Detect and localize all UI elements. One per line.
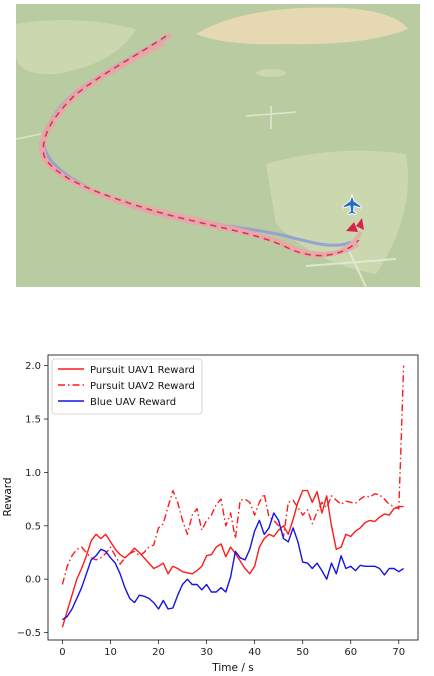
- legend-label-blue: Blue UAV Reward: [90, 397, 176, 408]
- legend: Pursuit UAV1 Reward Pursuit UAV2 Reward …: [51, 358, 203, 415]
- runway-marking: [16, 133, 42, 140]
- x-tick-label: 70: [392, 647, 405, 658]
- y-tick-label: 1.0: [25, 468, 41, 479]
- field-patch: [256, 69, 286, 77]
- pursuit-uav1-line: [61, 489, 404, 628]
- hill-area: [196, 7, 408, 45]
- x-tick-label: 40: [248, 647, 261, 658]
- x-tick-label: 10: [104, 647, 117, 658]
- legend-label-uav2: Pursuit UAV2 Reward: [90, 381, 195, 392]
- x-tick-label: 20: [152, 647, 165, 658]
- x-tick-label: 30: [200, 647, 213, 658]
- terrain-view: [16, 4, 420, 287]
- pursuit-uav-markers: [346, 218, 364, 232]
- x-tick-label: 0: [59, 647, 65, 658]
- y-tick-label: −0.5: [17, 628, 41, 639]
- legend-box: [51, 358, 203, 415]
- x-axis: 0 10 20 30 40 50 60 70: [59, 640, 405, 658]
- y-axis-label: Reward: [2, 477, 14, 516]
- x-tick-label: 50: [296, 647, 309, 658]
- y-tick-label: 2.0: [25, 361, 41, 372]
- y-axis: −0.5 0.0 0.5 1.0 1.5 2.0: [17, 361, 48, 639]
- runway-marking: [245, 106, 297, 129]
- pursuit-uav2-line: [61, 365, 405, 585]
- x-axis-label: Time / s: [211, 662, 253, 674]
- x-tick-label: 60: [344, 647, 357, 658]
- simulation-scene: [16, 4, 420, 287]
- plot-frame: [47, 354, 419, 641]
- y-tick-label: 0.5: [25, 521, 41, 532]
- y-tick-label: 0.0: [25, 575, 41, 586]
- y-tick-label: 1.5: [25, 415, 41, 426]
- legend-label-uav1: Pursuit UAV1 Reward: [90, 365, 195, 376]
- blue-uav-line: [62, 512, 404, 621]
- field-area: [266, 150, 408, 274]
- jet-plane-icon: [342, 193, 362, 216]
- series-lines: [61, 365, 405, 628]
- reward-chart: 0 10 20 30 40 50 60 70 −0.5 0.0 0.5 1.0 1.5 2.0 Time…: [2, 354, 419, 674]
- pursuit-marker-trail: [42, 35, 360, 257]
- field-area: [16, 20, 136, 75]
- pursuit-uav-icon: [346, 222, 358, 232]
- pursuit-uav-icon: [356, 218, 364, 230]
